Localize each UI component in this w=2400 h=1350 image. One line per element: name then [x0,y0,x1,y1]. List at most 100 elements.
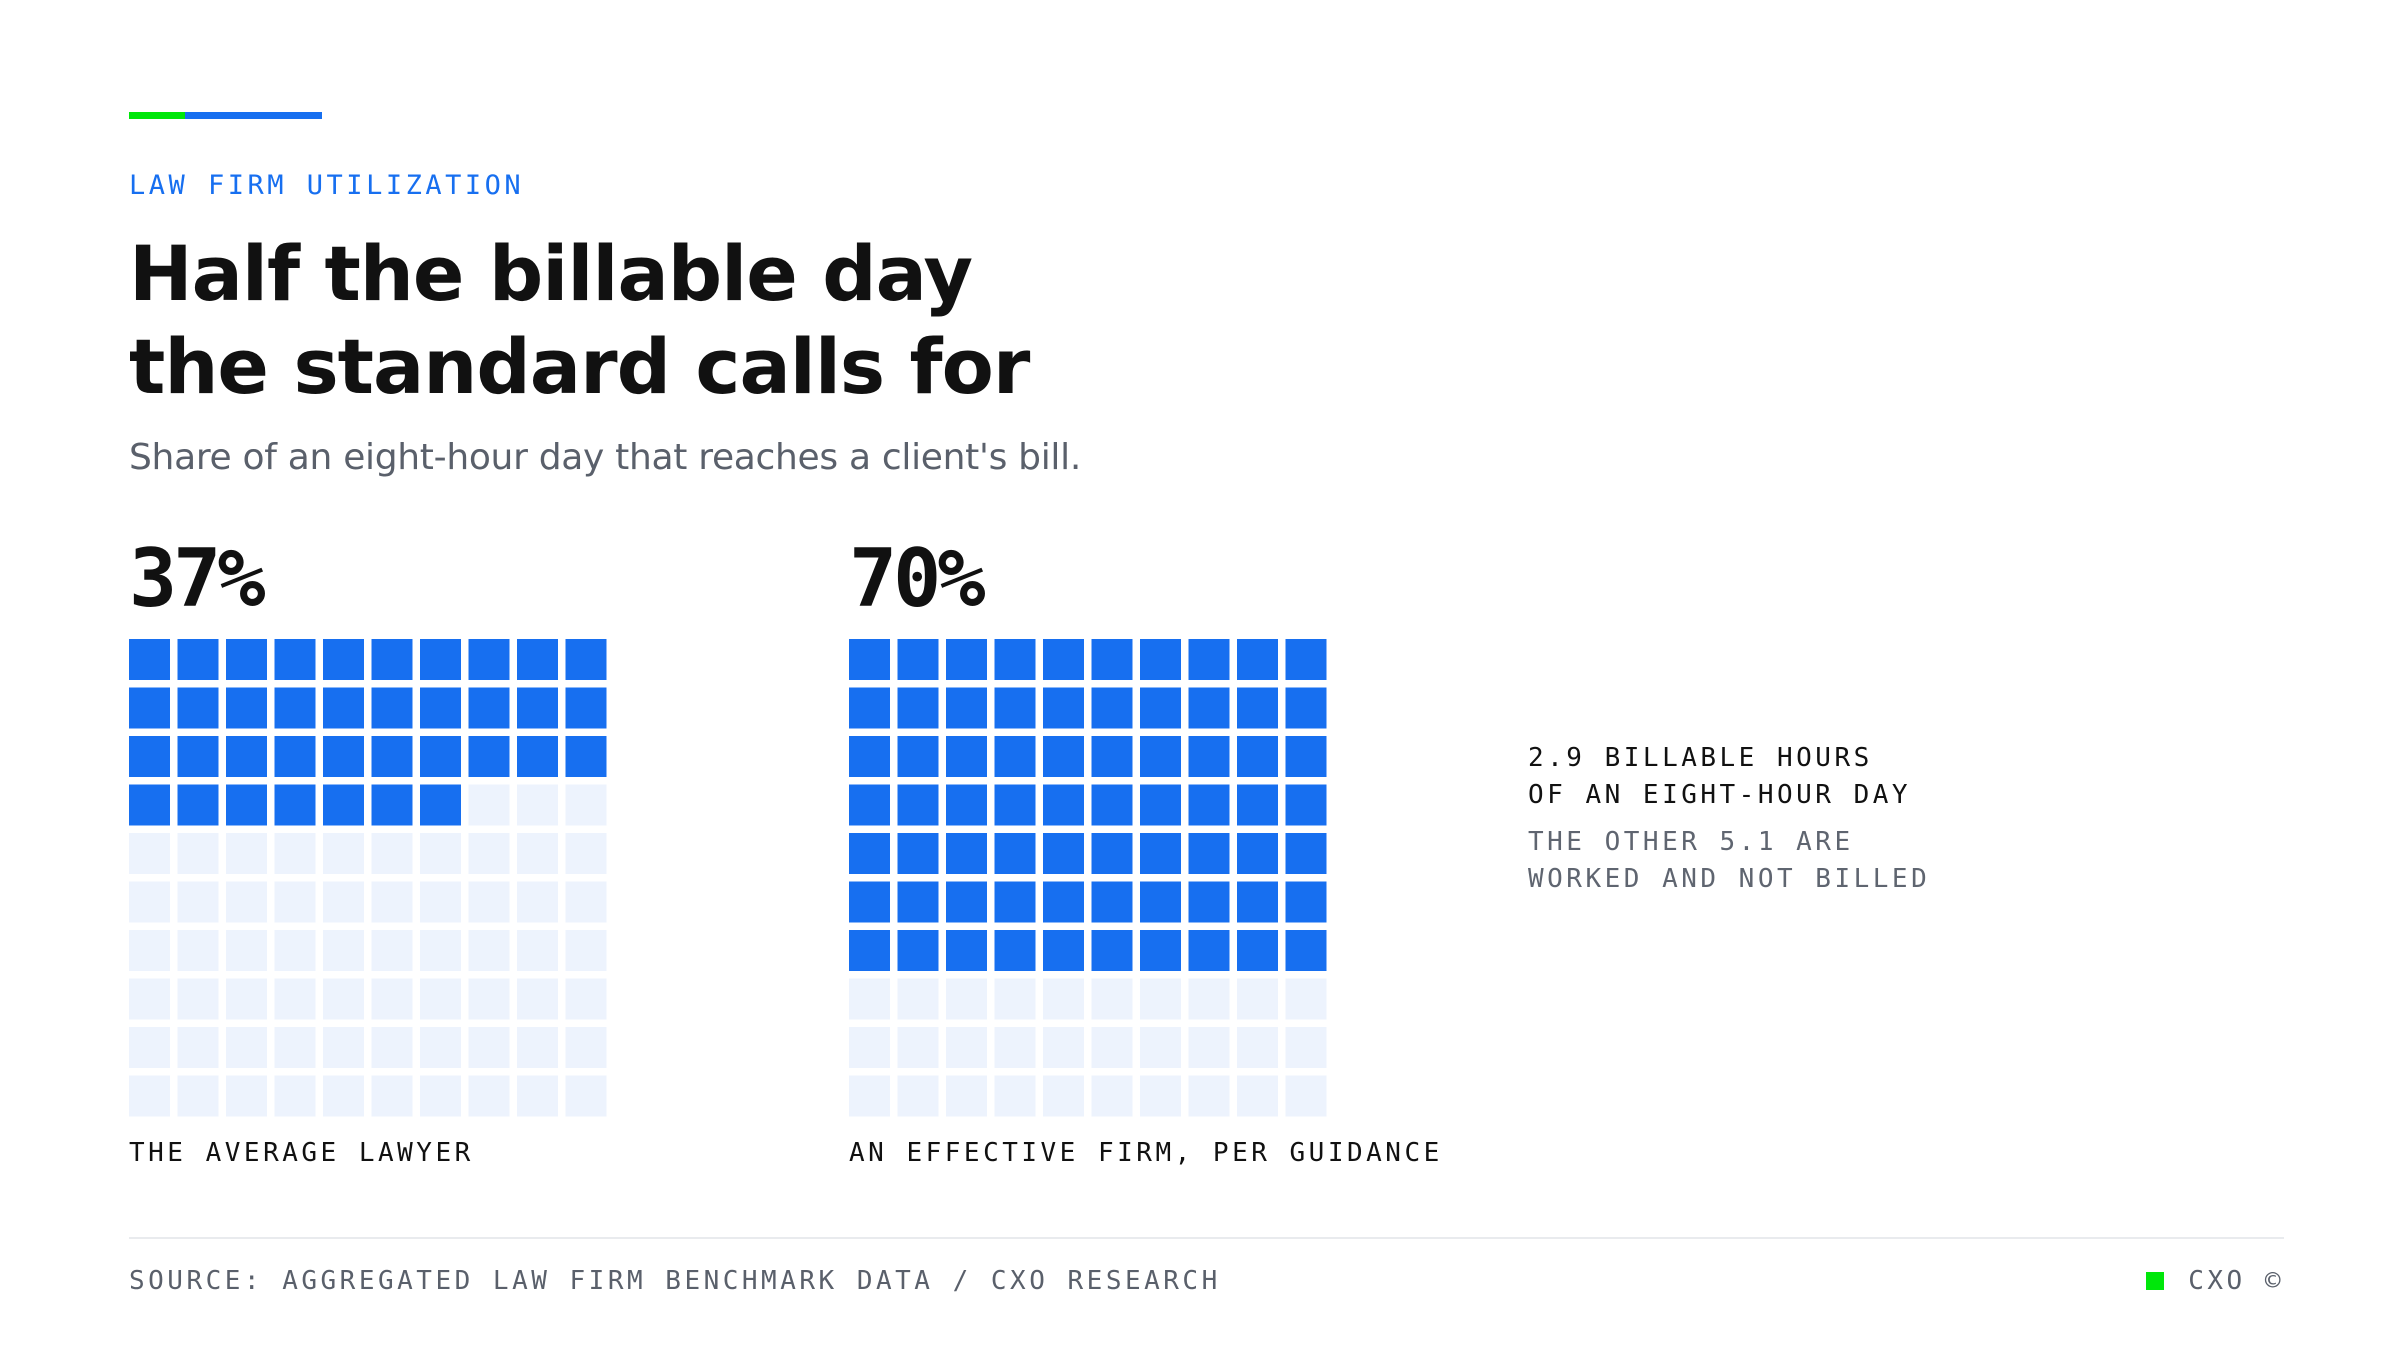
waffle-cell-filled [1285,881,1327,923]
waffle-cell-empty [226,930,267,971]
waffle-cell-empty [226,881,267,923]
waffle-cell-filled [1043,639,1084,680]
waffle-cell-empty [420,833,461,874]
waffle-cell-filled [177,736,219,777]
accent-bar [129,112,322,119]
waffle-cell-empty [371,930,413,971]
note-sub-line-1: THE OTHER 5.1 ARE [1528,827,1854,857]
waffle-cell-empty [1188,978,1230,1020]
waffle-cell-filled [1043,930,1084,971]
brand-label: CXO © [2188,1266,2284,1296]
eyebrow-label: LAW FIRM UTILIZATION [129,170,525,201]
waffle-cell-filled [1237,639,1278,680]
waffle-cell-empty [517,1075,558,1117]
waffle-cell-empty [1188,1027,1230,1068]
note-head-line-2: OF AN EIGHT-HOUR DAY [1528,780,1912,810]
waffle-cell-empty [323,978,364,1020]
waffle-cell-filled [946,881,987,923]
waffle-cell-empty [1140,1027,1181,1068]
waffle-cell-filled [565,639,607,680]
waffle-cell-filled [226,736,267,777]
waffle-cell-filled [897,930,939,971]
waffle-cell-empty [849,1027,890,1068]
waffle-cell-filled [1043,833,1084,874]
waffle-cell-empty [1140,1075,1181,1117]
waffle-cell-empty [517,930,558,971]
waffle-cell-empty [177,833,219,874]
waffle-cell-filled [468,687,510,729]
waffle-cell-empty [468,930,510,971]
waffle-cell-empty [323,1075,364,1117]
waffle-cell-empty [468,784,510,826]
billable-hours-note-sub: THE OTHER 5.1 ARE WORKED AND NOT BILLED [1528,824,1930,898]
waffle-cell-filled [129,736,170,777]
waffle-cell-empty [177,881,219,923]
waffle-cell-empty [849,978,890,1020]
average-lawyer-percent: 37% [129,532,265,625]
waffle-cell-empty [371,881,413,923]
waffle-cell-filled [1285,736,1327,777]
waffle-cell-empty [129,930,170,971]
waffle-cell-empty [226,1075,267,1117]
waffle-cell-empty [517,784,558,826]
waffle-cell-filled [1091,687,1133,729]
waffle-cell-filled [994,930,1036,971]
accent-bar-green-segment [129,112,185,119]
waffle-cell-filled [177,639,219,680]
average-lawyer-waffle-grid [129,639,607,1117]
waffle-cell-empty [1140,978,1181,1020]
waffle-cell-filled [897,881,939,923]
waffle-cell-empty [897,1075,939,1117]
waffle-cell-filled [371,639,413,680]
waffle-cell-filled [1091,736,1133,777]
waffle-cell-filled [1091,784,1133,826]
waffle-cell-empty [517,1027,558,1068]
waffle-cell-filled [994,881,1036,923]
waffle-cell-filled [1140,833,1181,874]
waffle-cell-filled [1285,784,1327,826]
note-sub-line-2: WORKED AND NOT BILLED [1528,864,1931,894]
waffle-cell-filled [517,736,558,777]
waffle-cell-filled [1140,687,1181,729]
brand-mark: CXO © [2146,1266,2284,1296]
waffle-cell-empty [1091,1027,1133,1068]
waffle-cell-filled [1237,833,1278,874]
waffle-cell-empty [129,978,170,1020]
waffle-cell-empty [468,833,510,874]
waffle-cell-empty [468,978,510,1020]
waffle-cell-filled [897,784,939,826]
waffle-cell-empty [129,1075,170,1117]
waffle-cell-empty [946,1075,987,1117]
waffle-cell-filled [1140,736,1181,777]
waffle-cell-empty [274,930,316,971]
waffle-cell-empty [565,833,607,874]
effective-firm-waffle-grid [849,639,1327,1117]
waffle-cell-filled [1091,833,1133,874]
waffle-cell-filled [1091,881,1133,923]
waffle-cell-empty [323,833,364,874]
waffle-cell-empty [226,1027,267,1068]
billable-hours-note: 2.9 BILLABLE HOURS OF AN EIGHT-HOUR DAY … [1528,740,1930,898]
waffle-cell-empty [994,1027,1036,1068]
waffle-cell-filled [849,687,890,729]
waffle-cell-empty [1091,978,1133,1020]
waffle-cell-filled [226,687,267,729]
waffle-cell-empty [946,978,987,1020]
waffle-cell-filled [1285,930,1327,971]
waffle-cell-empty [1285,1027,1327,1068]
waffle-cell-empty [565,930,607,971]
waffle-cell-filled [1043,784,1084,826]
waffle-cell-empty [994,1075,1036,1117]
brand-square-icon [2146,1272,2165,1290]
waffle-cell-empty [420,978,461,1020]
waffle-cell-empty [371,833,413,874]
waffle-cell-empty [274,1027,316,1068]
waffle-cell-filled [849,736,890,777]
waffle-cell-filled [897,639,939,680]
waffle-cell-filled [177,687,219,729]
waffle-cell-filled [468,639,510,680]
waffle-cell-empty [517,978,558,1020]
waffle-cell-empty [1091,1075,1133,1117]
waffle-cell-empty [897,1027,939,1068]
waffle-cell-filled [517,639,558,680]
